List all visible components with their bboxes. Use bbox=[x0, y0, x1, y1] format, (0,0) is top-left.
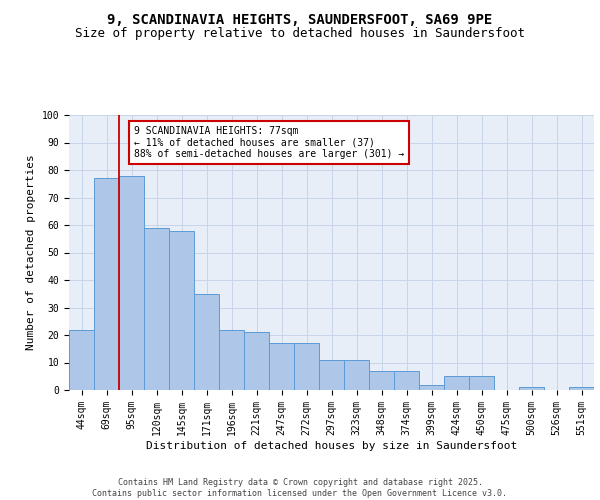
Bar bbox=[469, 376, 494, 390]
Bar bbox=[94, 178, 119, 390]
Bar bbox=[444, 376, 469, 390]
Bar bbox=[269, 343, 294, 390]
Bar bbox=[169, 230, 194, 390]
X-axis label: Distribution of detached houses by size in Saundersfoot: Distribution of detached houses by size … bbox=[146, 440, 517, 450]
Text: Size of property relative to detached houses in Saundersfoot: Size of property relative to detached ho… bbox=[75, 28, 525, 40]
Bar bbox=[319, 360, 344, 390]
Bar bbox=[394, 371, 419, 390]
Y-axis label: Number of detached properties: Number of detached properties bbox=[26, 154, 36, 350]
Bar bbox=[569, 387, 594, 390]
Text: 9 SCANDINAVIA HEIGHTS: 77sqm
← 11% of detached houses are smaller (37)
88% of se: 9 SCANDINAVIA HEIGHTS: 77sqm ← 11% of de… bbox=[134, 126, 404, 159]
Bar bbox=[144, 228, 169, 390]
Bar bbox=[219, 330, 244, 390]
Bar bbox=[119, 176, 144, 390]
Text: Contains HM Land Registry data © Crown copyright and database right 2025.
Contai: Contains HM Land Registry data © Crown c… bbox=[92, 478, 508, 498]
Bar bbox=[519, 387, 544, 390]
Text: 9, SCANDINAVIA HEIGHTS, SAUNDERSFOOT, SA69 9PE: 9, SCANDINAVIA HEIGHTS, SAUNDERSFOOT, SA… bbox=[107, 12, 493, 26]
Bar bbox=[344, 360, 369, 390]
Bar bbox=[69, 330, 94, 390]
Bar bbox=[294, 343, 319, 390]
Bar bbox=[369, 371, 394, 390]
Bar bbox=[419, 384, 444, 390]
Bar bbox=[244, 332, 269, 390]
Bar bbox=[194, 294, 219, 390]
